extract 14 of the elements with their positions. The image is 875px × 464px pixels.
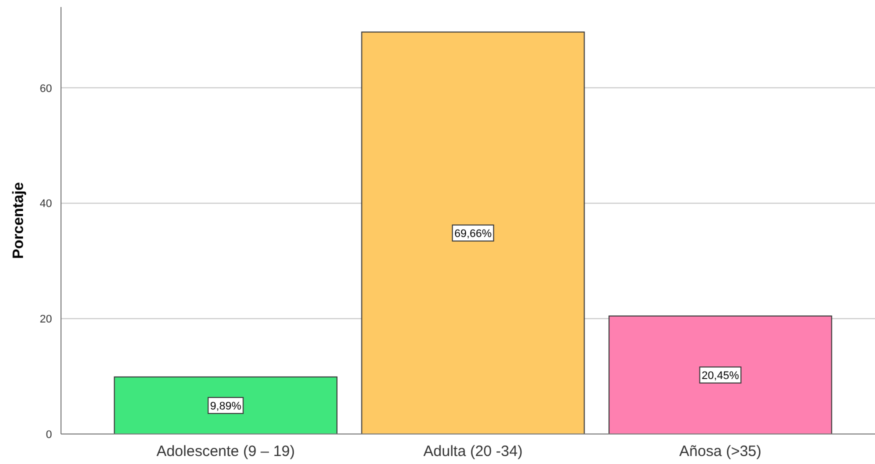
y-axis-title: Porcentaje: [10, 182, 27, 259]
x-tick-label: Adolescente (9 – 19): [156, 443, 295, 460]
x-tick-label: Adulta (20 -34): [423, 443, 523, 460]
y-tick-label: 0: [46, 429, 52, 441]
data-label: 69,66%: [454, 228, 492, 240]
bar: [361, 32, 585, 434]
data-label: 20,45%: [702, 370, 740, 382]
y-tick-label: 60: [40, 82, 52, 95]
bar: [114, 376, 338, 434]
data-label: 9,89%: [210, 400, 242, 412]
bar: [608, 316, 832, 434]
x-tick-label: Añosa (>35): [679, 443, 762, 460]
y-tick-label: 20: [40, 314, 52, 326]
y-tick-label: 40: [40, 198, 52, 210]
